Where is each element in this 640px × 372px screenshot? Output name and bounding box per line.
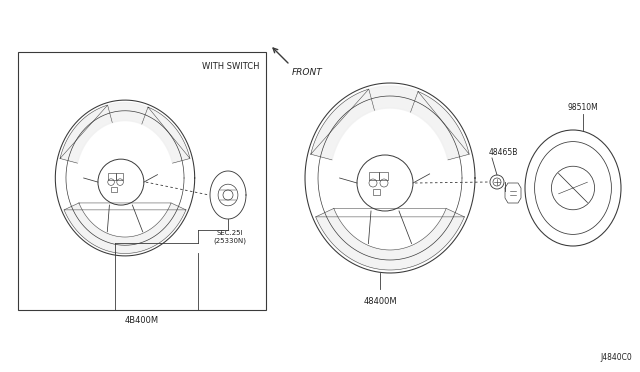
Text: 4B400M: 4B400M <box>125 316 159 325</box>
Text: SEC.25I
(25330N): SEC.25I (25330N) <box>214 230 246 244</box>
Text: 48400M: 48400M <box>363 297 397 306</box>
Polygon shape <box>142 107 190 163</box>
Bar <box>108 173 116 180</box>
Text: J4840C0: J4840C0 <box>600 353 632 362</box>
Bar <box>369 172 379 180</box>
Text: WITH SWITCH: WITH SWITCH <box>202 62 260 71</box>
Text: 48465B: 48465B <box>489 148 518 157</box>
Polygon shape <box>60 105 112 163</box>
Bar <box>116 173 124 180</box>
Text: FRONT: FRONT <box>292 68 323 77</box>
Polygon shape <box>369 86 418 112</box>
Text: 98510M: 98510M <box>568 103 598 112</box>
Polygon shape <box>316 208 464 270</box>
Bar <box>111 187 116 192</box>
Bar <box>18 52 266 310</box>
Polygon shape <box>108 103 148 124</box>
Polygon shape <box>410 92 469 160</box>
Polygon shape <box>311 89 374 160</box>
Bar <box>373 189 380 195</box>
Bar <box>379 172 388 180</box>
Polygon shape <box>64 203 186 253</box>
